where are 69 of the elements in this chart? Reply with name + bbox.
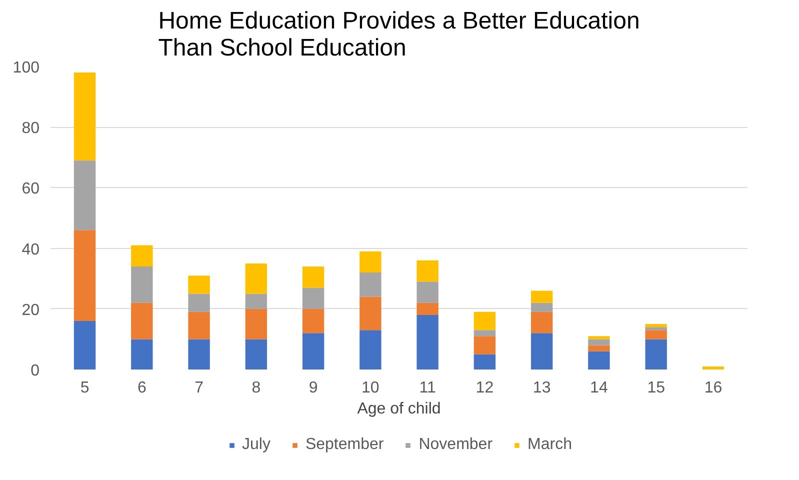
y-tick-label: 20 — [22, 302, 40, 319]
bar — [302, 266, 324, 288]
x-tick-label: 13 — [532, 380, 551, 396]
bar — [588, 351, 610, 370]
x-tick-label: 8 — [252, 380, 261, 396]
y-tick-label: 100 — [12, 60, 40, 76]
bar — [131, 302, 153, 340]
bar — [245, 339, 268, 370]
bar — [416, 314, 438, 370]
y-tick-label: 80 — [22, 120, 40, 138]
legend-label: November — [418, 436, 493, 454]
bar — [588, 339, 610, 346]
bar — [588, 336, 610, 340]
y-tick-label: 60 — [22, 180, 40, 198]
x-tick-label: 14 — [590, 380, 608, 396]
x-tick-label: 15 — [647, 380, 666, 396]
x-tick-label: 9 — [308, 380, 318, 396]
x-tick-label: 11 — [419, 380, 436, 396]
x-tick-label: 10 — [362, 380, 380, 396]
bar — [588, 345, 610, 352]
bar — [416, 302, 438, 315]
bar — [702, 366, 724, 370]
x-tick-label: 5 — [80, 380, 90, 396]
bar — [131, 266, 153, 303]
bar — [360, 296, 382, 330]
bar — [131, 245, 153, 266]
bar — [416, 282, 438, 303]
legend-label: July — [242, 436, 270, 454]
bar — [645, 339, 667, 370]
bar — [188, 294, 210, 312]
bar — [474, 330, 496, 336]
bar — [245, 263, 268, 294]
bar — [245, 294, 268, 309]
bar — [530, 333, 553, 370]
bar — [474, 312, 496, 330]
bar — [302, 308, 324, 334]
bar — [188, 276, 210, 294]
bar — [645, 330, 667, 340]
x-tick-label: 16 — [704, 380, 722, 396]
chart-title: Home Education Provides a Better Education Than School Education — [158, 8, 640, 62]
bar — [416, 260, 438, 282]
bar — [530, 312, 553, 334]
bar — [302, 333, 324, 370]
legend-label: March — [528, 436, 572, 454]
bar — [188, 312, 210, 340]
bar — [74, 160, 96, 230]
bar — [530, 302, 553, 312]
x-tick-label: 12 — [476, 380, 494, 396]
y-tick-label: 40 — [22, 241, 40, 258]
x-tick-label: 6 — [137, 380, 146, 396]
x-tick-label: 7 — [194, 380, 204, 396]
bar — [474, 336, 496, 354]
x-axis-title: Age of child — [357, 400, 441, 418]
bar — [74, 321, 96, 370]
bar — [360, 272, 382, 297]
bar — [530, 290, 553, 303]
legend-label: September — [305, 436, 384, 454]
bar — [302, 288, 324, 309]
y-tick-label: 0 — [30, 362, 40, 380]
bar — [74, 230, 96, 322]
bar — [131, 339, 153, 370]
bar — [645, 327, 667, 330]
bar — [245, 308, 268, 340]
bar — [360, 330, 382, 370]
bar — [474, 354, 496, 370]
bar — [74, 72, 96, 160]
bar — [645, 324, 667, 328]
bar — [188, 339, 210, 370]
bar — [360, 251, 382, 273]
